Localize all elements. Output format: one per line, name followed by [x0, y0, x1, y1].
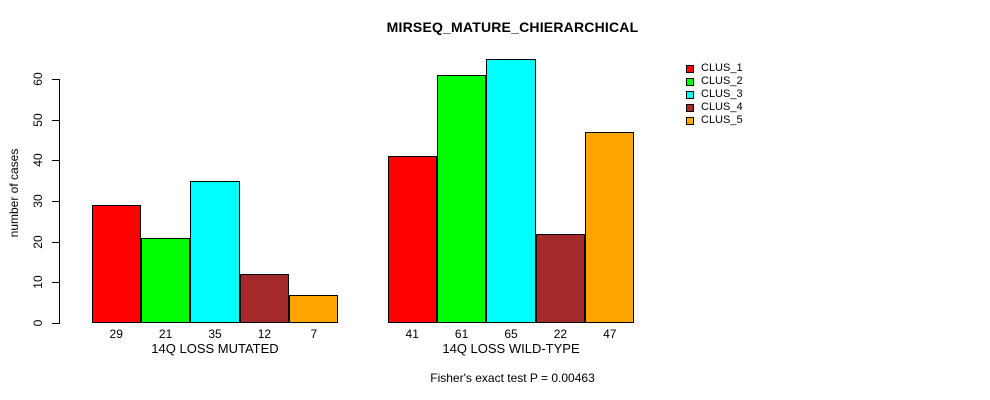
- y-axis-tick: [52, 241, 59, 243]
- legend: CLUS_1 CLUS_2 CLUS_3 CLUS_4 CLUS_5: [686, 62, 743, 127]
- legend-item-clus_1: CLUS_1: [686, 62, 743, 75]
- bar-clus_4-group1: [239, 274, 290, 323]
- y-axis-tick: [52, 323, 59, 324]
- legend-label: CLUS_4: [701, 101, 743, 113]
- bar-value-label: 29: [109, 327, 123, 341]
- legend-item-clus_5: CLUS_5: [686, 114, 743, 127]
- y-axis-tick-label: 60: [30, 72, 45, 86]
- y-axis-tick-label: 10: [30, 275, 45, 290]
- legend-label: CLUS_5: [701, 114, 743, 126]
- bar-value-label: 7: [310, 327, 318, 341]
- bar-value-label: 21: [158, 327, 173, 341]
- bar-clus_1-group2: [387, 156, 437, 323]
- bar-clus_3-group2: [486, 58, 536, 323]
- y-axis-tick-label: 20: [30, 235, 45, 249]
- legend-swatch-clus_5: [686, 116, 694, 125]
- bar-value-label: 47: [603, 327, 617, 341]
- bar-clus_2-group2: [436, 75, 487, 323]
- legend-item-clus_2: CLUS_2: [686, 75, 743, 88]
- legend-swatch-clus_4: [686, 103, 694, 112]
- y-axis-tick: [52, 160, 59, 162]
- y-axis-tick-label: 30: [30, 194, 45, 208]
- bar-value-label: 12: [257, 327, 272, 341]
- bar-clus_3-group1: [190, 180, 240, 323]
- y-axis-tick: [52, 201, 59, 203]
- caption-text: Fisher's exact test P = 0.00463: [430, 371, 595, 385]
- legend-swatch-clus_2: [686, 77, 694, 86]
- y-axis-tick: [52, 119, 59, 121]
- y-axis-line: [59, 79, 60, 324]
- bar-clus_5-group1: [289, 294, 339, 323]
- y-axis-tick-label: 40: [30, 153, 45, 168]
- y-axis-tick: [52, 282, 59, 284]
- legend-label: CLUS_3: [701, 88, 743, 100]
- chart-title: MIRSEQ_MATURE_CHIERARCHICAL: [386, 19, 639, 35]
- x-axis-group-label: 14Q LOSS WILD-TYPE: [442, 341, 580, 356]
- y-axis-tick-label: 0: [30, 319, 45, 327]
- bar-value-label: 65: [504, 327, 518, 341]
- y-axis-tick: [52, 79, 59, 81]
- bar-value-label: 35: [208, 327, 222, 341]
- bar-value-label: 22: [553, 327, 568, 341]
- legend-item-clus_3: CLUS_3: [686, 88, 743, 101]
- legend-label: CLUS_1: [701, 62, 743, 74]
- y-axis-tick-label: 50: [30, 113, 45, 127]
- legend-item-clus_4: CLUS_4: [686, 101, 743, 114]
- bar-clus_2-group1: [140, 237, 191, 323]
- legend-swatch-clus_1: [686, 64, 694, 73]
- legend-label: CLUS_2: [701, 75, 743, 87]
- legend-swatch-clus_3: [686, 90, 694, 99]
- bar-value-label: 41: [405, 327, 419, 341]
- bar-value-label: 61: [454, 327, 469, 341]
- bar-clus_4-group2: [535, 233, 586, 323]
- bar-clus_5-group2: [585, 131, 635, 323]
- bar-clus_1-group1: [91, 205, 141, 323]
- x-axis-group-label: 14Q LOSS MUTATED: [151, 341, 279, 356]
